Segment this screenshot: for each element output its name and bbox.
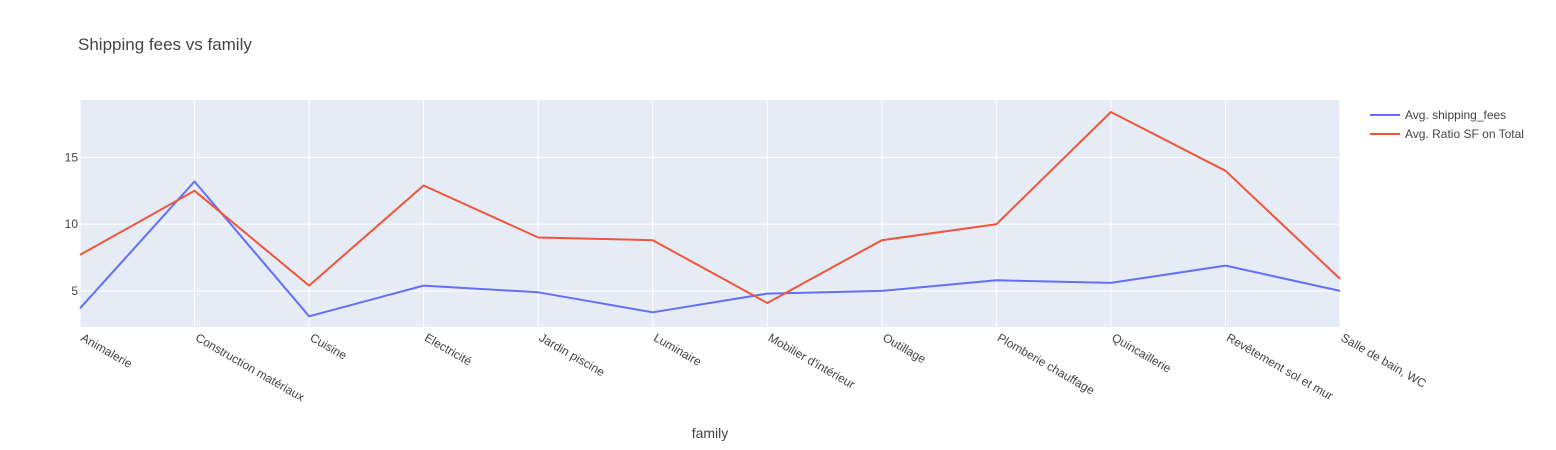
x-axis-title: family [692, 425, 729, 441]
x-axis-ticks: Animalerie Construction matériaux Cuisine E… [79, 330, 1429, 404]
legend-label: Avg. shipping_fees [1405, 108, 1506, 122]
x-tick-label: Jardin piscine [537, 330, 608, 379]
x-tick-label: Animalerie [79, 330, 135, 371]
series-lines [79, 111, 1341, 318]
x-tick-label: Outillage [880, 330, 928, 366]
series-line-1[interactable] [79, 111, 1341, 304]
x-tick-label: Revêtement sol et mur [1224, 330, 1336, 402]
y-axis-ticks: 5 10 15 [65, 150, 79, 298]
series-line-0[interactable] [79, 180, 1341, 318]
x-tick-label: Cuisine [308, 330, 350, 362]
x-tick-label: Plomberie chauffage [995, 330, 1097, 397]
x-tick-label: Mobilier d'intérieur [766, 330, 858, 391]
chart-title: Shipping fees vs family [78, 35, 252, 54]
gridlines [79, 100, 1341, 327]
x-tick-label: Luminaire [651, 330, 704, 369]
y-tick-label: 5 [71, 284, 78, 298]
x-tick-label: Electricité [422, 330, 474, 368]
legend-item-0[interactable]: Avg. shipping_fees [1370, 108, 1506, 122]
y-tick-label: 15 [65, 150, 79, 164]
x-tick-label: Construction matériaux [193, 330, 307, 404]
legend-item-1[interactable]: Avg. Ratio SF on Total [1370, 127, 1524, 141]
legend-label: Avg. Ratio SF on Total [1405, 127, 1524, 141]
plot-background [80, 100, 1340, 327]
x-tick-label: Salle de bain, WC [1339, 330, 1429, 390]
y-tick-label: 10 [65, 217, 79, 231]
x-tick-label: Quincaillerie [1109, 330, 1173, 375]
legend[interactable]: Avg. shipping_fees Avg. Ratio SF on Total [1370, 108, 1524, 141]
